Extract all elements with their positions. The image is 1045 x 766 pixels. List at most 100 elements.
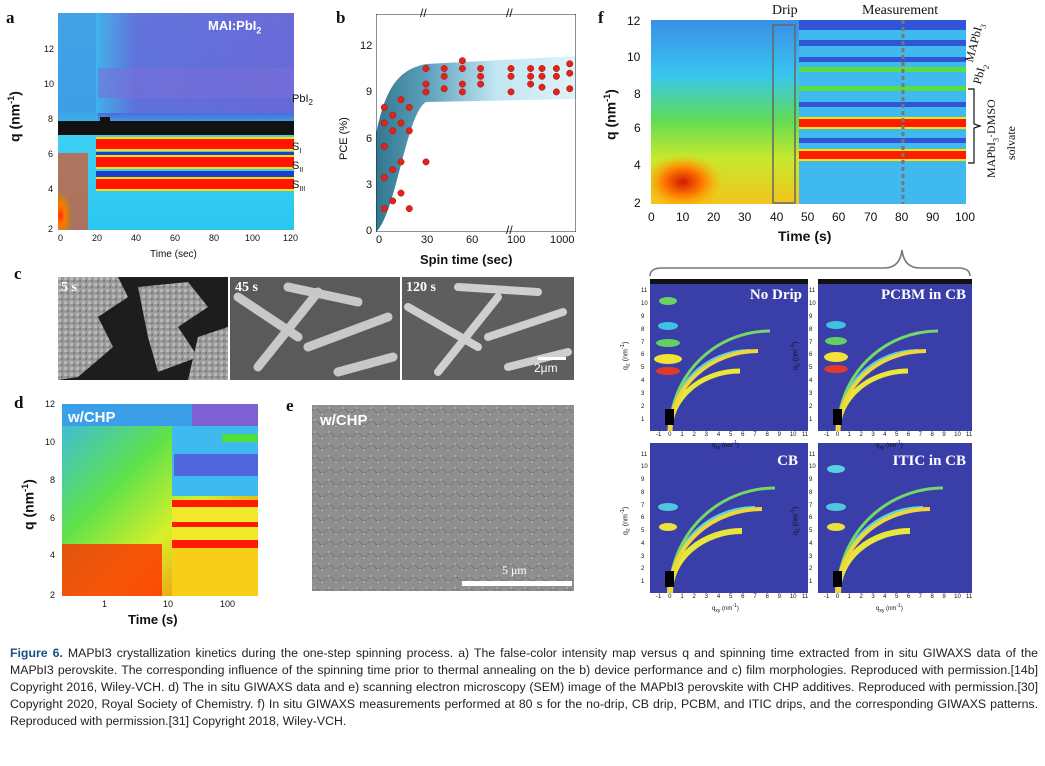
pce-data-point (440, 72, 448, 80)
pce-data-point (527, 65, 535, 72)
giwaxs-xtick: 0 (835, 594, 840, 600)
giwaxs-x-label-top-left: qxy (nm-1) (712, 440, 739, 452)
panel-c-time-120s: 120 s (406, 280, 436, 295)
panel-f-xtick: 100 (955, 210, 976, 224)
giwaxs-xtick: 6 (741, 594, 745, 600)
giwaxs-xtick: 10 (789, 432, 797, 438)
panel-f-measurement-label: Measurement (862, 3, 939, 18)
giwaxs-ytick: 1 (641, 579, 645, 585)
axis-break-icon: // (506, 6, 513, 20)
panel-f-xtick: 40 (770, 210, 784, 224)
giwaxs-ytick: 3 (809, 391, 813, 398)
panel-b-ytick: 6 (366, 133, 373, 145)
giwaxs-ytick: 1 (641, 417, 645, 423)
giwaxs-xtick: 11 (966, 594, 973, 600)
pce-data-point (458, 65, 466, 72)
panel-f-xtick: 60 (832, 210, 846, 224)
giwaxs-ytick: 1 (809, 579, 813, 585)
axis-break-icon: // (420, 6, 427, 20)
giwaxs-xtick: -1 (656, 432, 662, 438)
panel-a-ytick: 8 (48, 114, 54, 124)
pce-data-point (422, 80, 430, 88)
giwaxs-ytick: 10 (809, 464, 816, 471)
panel-e-label: e (286, 396, 294, 415)
giwaxs-xtick: 2 (692, 432, 696, 438)
giwaxs-xtick: 6 (741, 432, 745, 438)
giwaxs-xtick: 9 (942, 594, 946, 600)
giwaxs-title-cb: CB (777, 453, 798, 469)
pce-data-point (380, 142, 388, 150)
pce-data-point (380, 174, 388, 181)
giwaxs-xtick: 0 (668, 594, 672, 600)
giwaxs-xtick: 8 (930, 594, 934, 600)
giwaxs-itic-in-cb: ITIC in CB (818, 443, 972, 593)
giwaxs-ytick: 5 (641, 365, 645, 372)
giwaxs-ytick: 4 (641, 378, 645, 385)
giwaxs-xtick: 6 (906, 594, 911, 600)
giwaxs-ytick: 8 (641, 489, 645, 496)
giwaxs-xtick: 1 (847, 432, 851, 438)
giwaxs-ytick: 11 (809, 287, 816, 294)
panel-e-corner-label: w/CHP (320, 412, 368, 429)
panel-f-xtick: 90 (926, 210, 940, 224)
pce-data-point (527, 80, 535, 88)
giwaxs-xtick: -1 (824, 432, 830, 438)
panel-d-xtick: 10 (163, 599, 174, 609)
panel-a-xtick: 100 (245, 233, 261, 243)
panel-f-zoom-bracket-icon (649, 249, 971, 277)
giwaxs-xtick: 2 (692, 594, 696, 600)
giwaxs-ytick: 7 (809, 502, 813, 509)
panel-b-xtick: 0 (376, 234, 383, 246)
giwaxs-ytick: 8 (641, 326, 645, 333)
panel-b-label: b (336, 8, 346, 27)
pce-data-point (477, 65, 485, 72)
giwaxs-xtick: 2 (859, 432, 863, 438)
giwaxs-pcbm-in-cb: PCBM in CB (818, 279, 972, 431)
giwaxs-ytick: 2 (809, 404, 813, 411)
giwaxs-xtick: 9 (777, 594, 781, 600)
giwaxs-ytick: 3 (809, 553, 813, 560)
figure-label: Figure 6. (10, 646, 63, 660)
axis-break-icon: // (506, 223, 513, 237)
giwaxs-y-label-bottom-right: qz (nm-1) (790, 506, 802, 535)
panel-f-heatmap (651, 20, 966, 204)
panel-b-xtick: 1000 (550, 234, 575, 246)
giwaxs-xtick: 7 (918, 432, 922, 438)
panel-d-ytick: 12 (45, 399, 56, 409)
panel-d-xtick: 100 (220, 599, 236, 609)
panel-f-xtick: 80 (895, 210, 909, 224)
panel-f-ytick: 8 (634, 87, 641, 101)
panel-a-x-title: Time (sec) (150, 249, 197, 260)
giwaxs-ytick: 6 (641, 352, 645, 359)
panel-f-xtick: 20 (707, 210, 721, 224)
pce-data-point (389, 111, 397, 119)
panel-a-xtick: 60 (170, 233, 181, 243)
pce-data-point (458, 88, 466, 96)
giwaxs-ytick: 9 (809, 477, 813, 484)
panel-a-peak-pbi2: PbI2 (292, 93, 313, 108)
giwaxs-y-label-top-right: qz (nm-1) (790, 341, 802, 370)
giwaxs-y-label-top-left: qz (nm-1) (620, 341, 632, 370)
panel-b-ytick: 12 (360, 40, 373, 52)
giwaxs-x-label-top-right: qxy (nm-1) (876, 440, 903, 452)
giwaxs-xtick: 6 (906, 432, 911, 438)
pce-data-point (380, 205, 388, 213)
giwaxs-title-itic: ITIC in CB (892, 453, 966, 469)
panel-b-plot (376, 14, 576, 232)
giwaxs-cb: CB (650, 443, 808, 593)
panel-d-ytick: 10 (45, 437, 56, 447)
panel-a-peak-s2: SII (292, 160, 304, 175)
giwaxs-ytick: 7 (809, 339, 813, 346)
giwaxs-xtick: 0 (835, 432, 840, 438)
panel-a-ytick: 10 (44, 79, 55, 89)
giwaxs-xtick: 5 (729, 594, 733, 600)
panel-c-scale-bar: 2μm (534, 361, 558, 375)
panel-d-xtick: 1 (102, 599, 108, 609)
giwaxs-ytick: 2 (641, 566, 645, 573)
panel-a-xtick: 80 (209, 233, 220, 243)
giwaxs-ytick: 10 (809, 300, 816, 307)
giwaxs-ytick: 3 (641, 553, 645, 560)
pce-data-point (422, 158, 430, 166)
panel-a-ytick: 4 (48, 184, 54, 194)
pce-data-point (389, 197, 397, 205)
